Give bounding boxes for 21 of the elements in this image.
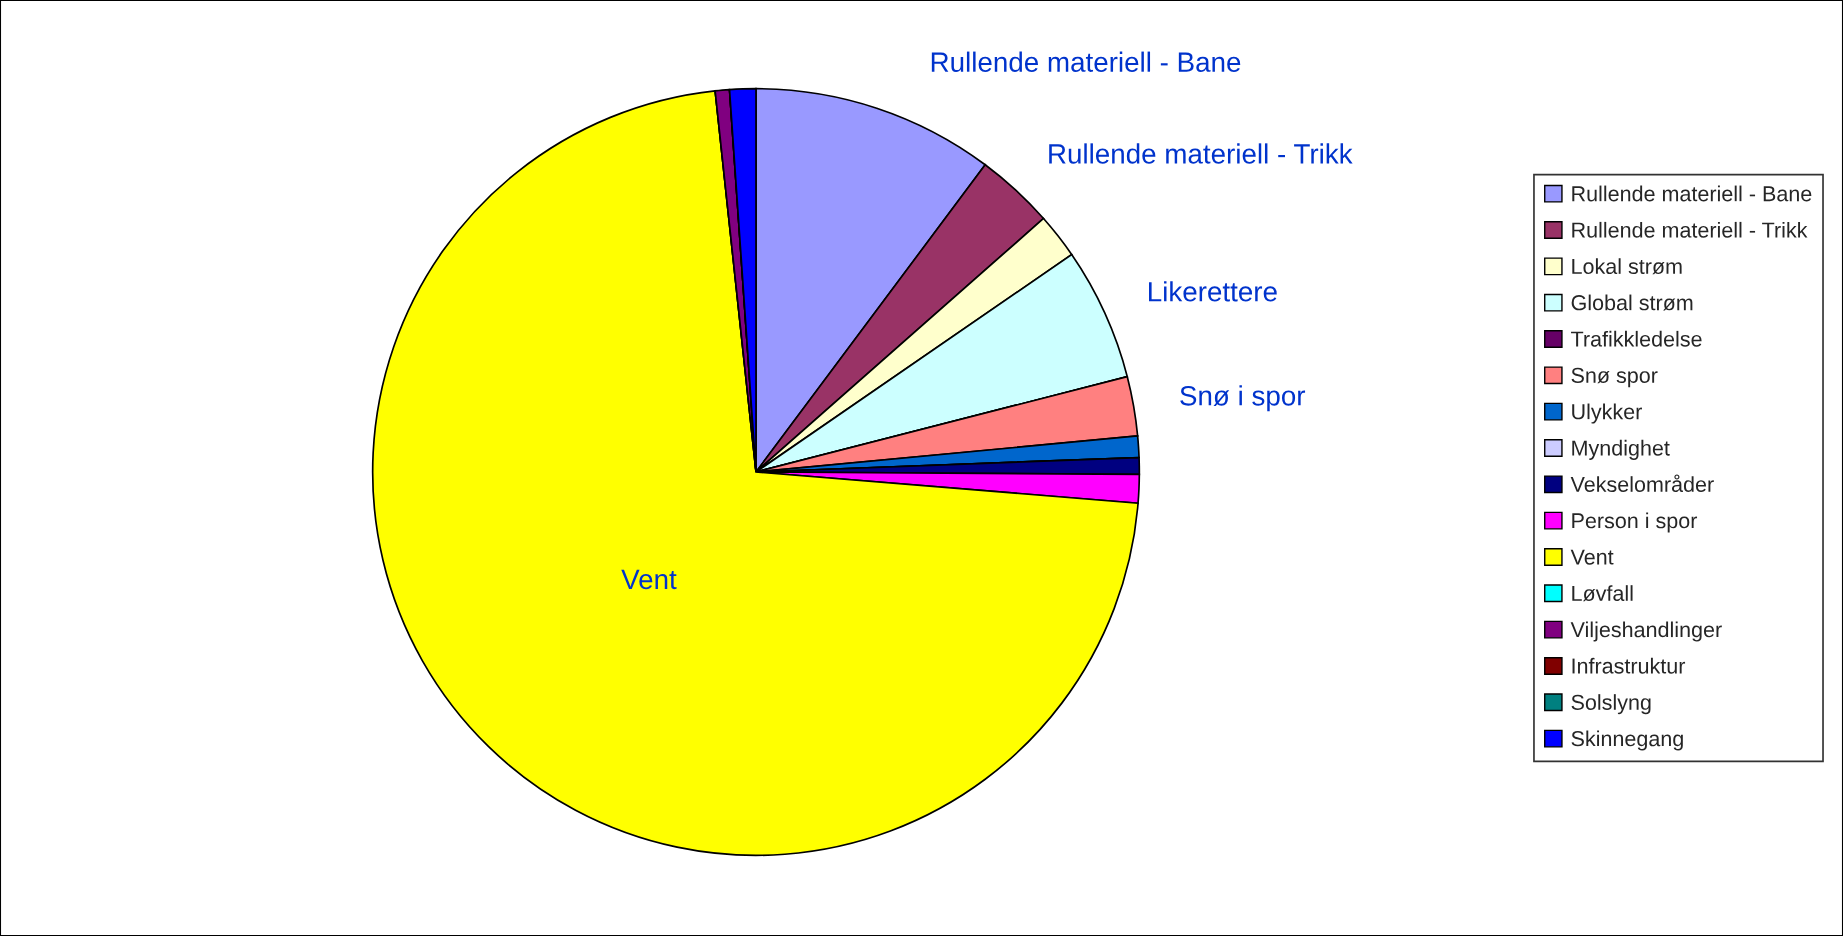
legend-label: Rullende materiell - Trikk [1572,221,1808,238]
legend-label: Ulykker [1572,403,1642,424]
slice-label: Rullende materiell - Bane [931,51,1241,72]
legend-label: Solslyng [1571,694,1651,715]
legend-label: Global strøm [1571,294,1693,311]
slice-label: Rullende materiell - Trikk [1049,143,1353,164]
legend-label: Person i spor [1572,512,1698,533]
legend-label: Vekselområder [1570,474,1714,492]
slice-label: Vent [621,569,677,590]
legend-label: Vent [1570,549,1614,565]
legend-label: Myndighet [1572,439,1670,460]
legend-label: Trafikkledelse [1571,330,1702,347]
legend-label: Løvfall [1572,585,1633,602]
legend-label: Snø spor [1571,367,1658,388]
legend-label: Lokal strøm [1572,258,1682,275]
legend-label: Infrastruktur [1572,657,1686,674]
legend-label: Rullende materiell - Bane [1572,185,1812,202]
legend-label: Viljeshandlinger [1570,621,1722,642]
legend-label: Skinnegang [1571,730,1683,751]
text: Snø i spor [1180,385,1306,412]
text: Likerettere [1149,281,1277,302]
